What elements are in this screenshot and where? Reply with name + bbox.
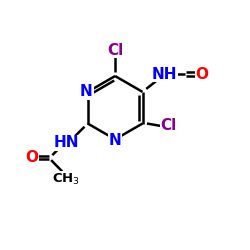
Text: HN: HN xyxy=(54,135,79,150)
Text: N: N xyxy=(109,133,122,148)
Text: O: O xyxy=(25,150,38,165)
Text: Cl: Cl xyxy=(107,42,123,58)
Text: CH$_3$: CH$_3$ xyxy=(52,172,80,187)
Text: O: O xyxy=(195,66,208,82)
Text: NH: NH xyxy=(152,66,178,82)
Text: N: N xyxy=(80,84,93,99)
Text: Cl: Cl xyxy=(160,118,176,134)
